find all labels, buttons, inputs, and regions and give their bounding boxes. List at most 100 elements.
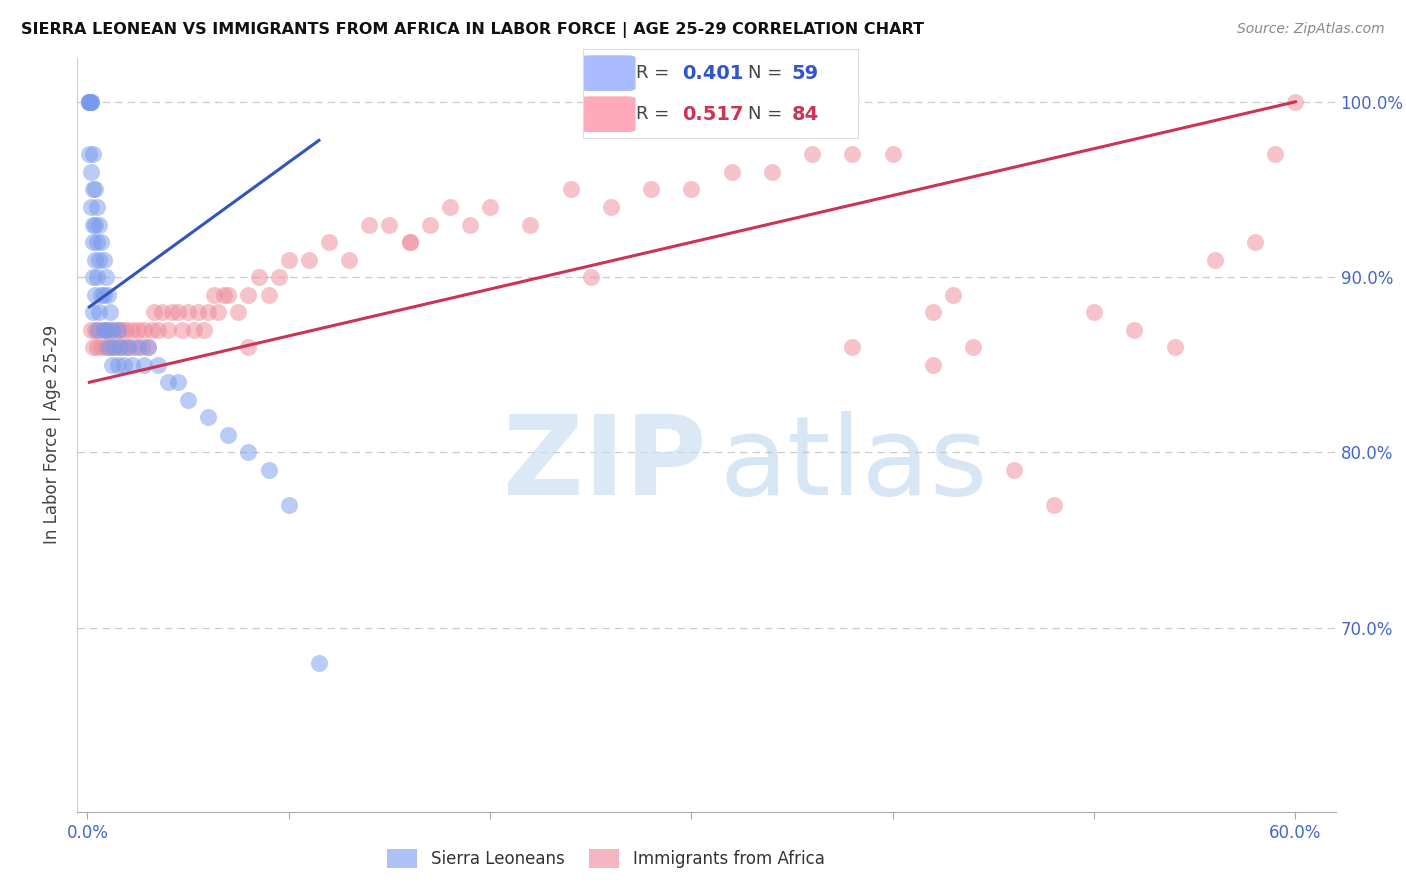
Point [84, 182, 107, 196]
Point [841, 147, 863, 161]
Point [761, 165, 783, 179]
Point [277, 498, 299, 512]
Point [160, 305, 183, 319]
Text: ZIP: ZIP [503, 411, 707, 518]
Point [1244, 235, 1267, 249]
Point [922, 305, 945, 319]
Point [131, 340, 153, 354]
Point [112, 358, 135, 372]
Point [93, 287, 115, 301]
Point [96, 323, 118, 337]
Point [439, 200, 461, 214]
Point [1043, 498, 1066, 512]
Point [238, 287, 260, 301]
Point [84, 218, 107, 232]
Point [183, 323, 205, 337]
Point [1002, 463, 1025, 477]
Point [882, 147, 904, 161]
Point [156, 376, 179, 390]
Point [207, 305, 229, 319]
Point [79, 95, 101, 109]
Point [167, 305, 190, 319]
Point [94, 323, 117, 337]
Point [681, 182, 703, 196]
Point [1083, 305, 1105, 319]
Point [359, 218, 381, 232]
Point [1123, 323, 1146, 337]
Point [238, 445, 260, 459]
Point [228, 305, 250, 319]
Point [801, 147, 824, 161]
Point [86, 200, 108, 214]
Point [89, 252, 111, 267]
Point [103, 340, 125, 354]
Point [238, 340, 260, 354]
FancyBboxPatch shape [581, 55, 636, 91]
Point [79, 147, 101, 161]
Point [146, 358, 169, 372]
Point [121, 323, 143, 337]
Point [217, 427, 239, 442]
Point [84, 287, 107, 301]
Point [86, 270, 108, 285]
Point [150, 305, 173, 319]
Point [107, 323, 129, 337]
Point [1163, 340, 1185, 354]
Point [560, 182, 582, 196]
Point [93, 323, 115, 337]
Point [337, 252, 360, 267]
Point [82, 147, 104, 161]
Point [93, 252, 115, 267]
Legend: Sierra Leoneans, Immigrants from Africa: Sierra Leoneans, Immigrants from Africa [381, 842, 831, 875]
Point [419, 218, 441, 232]
Point [90, 287, 112, 301]
Text: 0.517: 0.517 [682, 104, 744, 124]
Point [89, 323, 111, 337]
Point [79, 95, 101, 109]
Point [277, 252, 299, 267]
Point [142, 305, 165, 319]
Point [122, 340, 145, 354]
Point [146, 323, 169, 337]
Point [167, 376, 190, 390]
Point [217, 287, 239, 301]
Point [98, 340, 121, 354]
Point [398, 235, 420, 249]
Point [103, 340, 125, 354]
Point [962, 340, 984, 354]
Point [640, 182, 662, 196]
Point [94, 270, 117, 285]
Point [107, 358, 129, 372]
Point [96, 287, 118, 301]
Point [100, 323, 122, 337]
Point [80, 165, 103, 179]
Point [90, 340, 112, 354]
Point [89, 218, 111, 232]
Text: R =: R = [636, 64, 675, 82]
Point [177, 305, 200, 319]
Point [257, 287, 280, 301]
Point [141, 323, 163, 337]
Point [84, 252, 107, 267]
Point [82, 340, 104, 354]
Point [114, 323, 136, 337]
Point [98, 305, 121, 319]
Point [177, 392, 200, 407]
Text: SIERRA LEONEAN VS IMMIGRANTS FROM AFRICA IN LABOR FORCE | AGE 25-29 CORRELATION : SIERRA LEONEAN VS IMMIGRANTS FROM AFRICA… [21, 22, 924, 38]
Text: 59: 59 [792, 63, 818, 83]
FancyBboxPatch shape [581, 96, 636, 132]
Point [1264, 147, 1286, 161]
Point [398, 235, 420, 249]
Point [187, 305, 209, 319]
Point [82, 270, 104, 285]
Point [197, 305, 219, 319]
Point [214, 287, 236, 301]
Point [93, 323, 115, 337]
Point [136, 340, 159, 354]
Point [318, 235, 340, 249]
Y-axis label: In Labor Force | Age 25-29: In Labor Force | Age 25-29 [44, 326, 62, 544]
Text: N =: N = [748, 105, 787, 123]
Point [197, 410, 219, 425]
Point [84, 323, 107, 337]
Point [117, 340, 139, 354]
